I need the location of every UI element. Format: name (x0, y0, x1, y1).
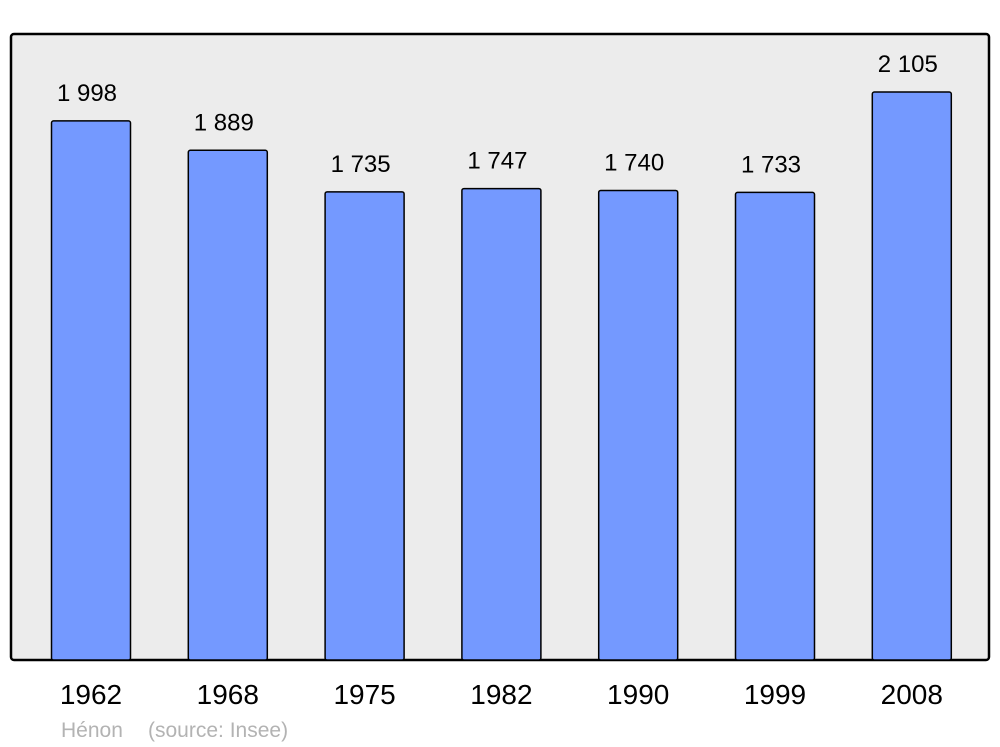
bar-1975 (324, 191, 405, 661)
bar-1990 (597, 189, 679, 661)
x-tick-label-2008: 2008 (881, 679, 943, 710)
x-tick-label-1982: 1982 (470, 679, 532, 710)
bar-2008 (871, 91, 953, 661)
data-label-1968: 1 889 (194, 109, 254, 136)
footer-source: (source: Insee) (148, 719, 288, 742)
data-label-2008: 2 105 (878, 51, 938, 78)
data-label-1990: 1 740 (604, 150, 664, 177)
bar-1999 (734, 191, 816, 661)
data-label-1962: 1 998 (57, 80, 117, 107)
x-tick-label-1968: 1968 (197, 679, 259, 710)
data-label-1982: 1 747 (467, 148, 527, 175)
x-tick-label-1999: 1999 (744, 679, 806, 710)
data-label-1999: 1 733 (741, 151, 801, 178)
x-tick-label-1975: 1975 (333, 679, 395, 710)
x-tick-label-1962: 1962 (60, 679, 122, 710)
footer-place: Hénon (61, 719, 123, 742)
x-tick-label-1990: 1990 (607, 679, 669, 710)
bar-1968 (187, 149, 269, 661)
data-label-1975: 1 735 (331, 151, 391, 178)
bar-1962 (50, 120, 132, 661)
bar-1982 (461, 187, 542, 661)
